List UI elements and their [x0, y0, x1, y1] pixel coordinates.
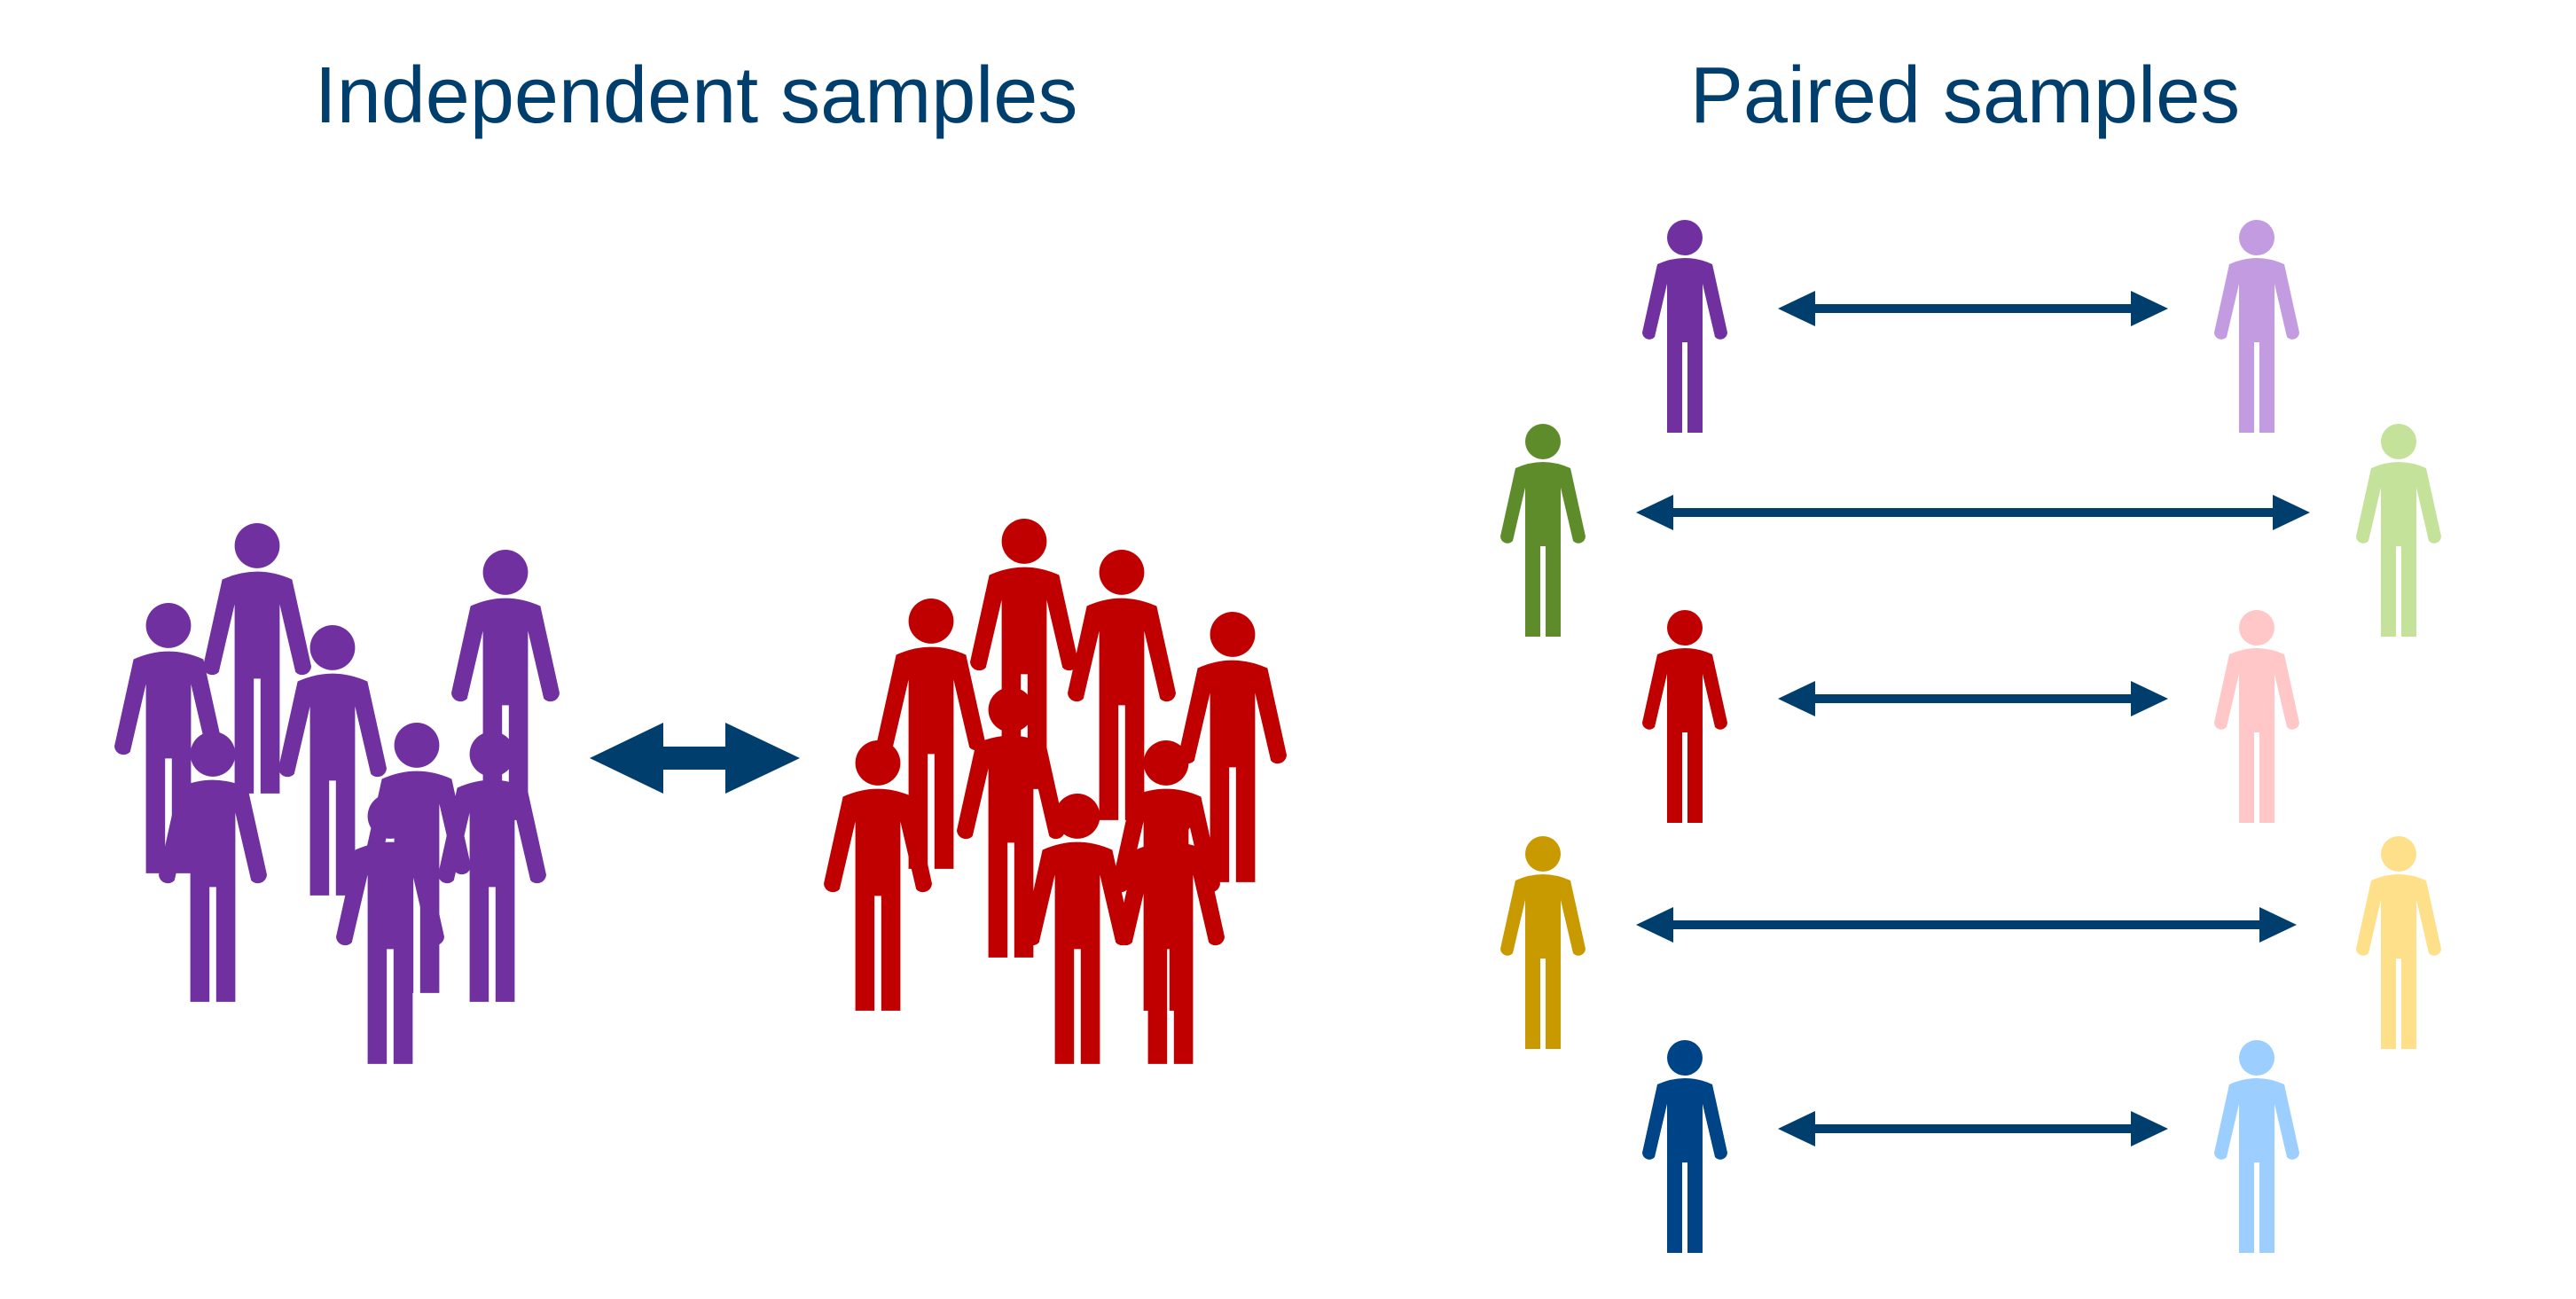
- person-icon: [2214, 1040, 2299, 1253]
- independent-samples-title: Independent samples: [315, 51, 1078, 140]
- person-icon: [2214, 610, 2299, 823]
- paired-samples-title: Paired samples: [1690, 51, 2240, 140]
- person-icon: [1500, 424, 1586, 637]
- person-icon: [2214, 220, 2299, 433]
- double-arrow-icon: [1636, 907, 2297, 943]
- person-icon: [1642, 1040, 1727, 1253]
- person-icon: [1642, 610, 1727, 823]
- double-arrow-icon: [590, 723, 800, 794]
- double-arrow-icon: [1778, 1111, 2168, 1146]
- person-icon: [2356, 424, 2441, 637]
- independent-group-b: [824, 519, 1287, 1064]
- person-icon: [2356, 836, 2441, 1049]
- double-arrow-icon: [1636, 495, 2310, 530]
- person-icon: [451, 550, 560, 820]
- person-icon: [1500, 836, 1586, 1049]
- paired-samples-group: [1500, 220, 2441, 1253]
- independent-group-a: [114, 523, 560, 1064]
- double-arrow-icon: [1778, 291, 2168, 326]
- person-icon: [438, 732, 546, 1002]
- double-arrow-icon: [1778, 681, 2168, 716]
- person-icon: [1023, 794, 1131, 1064]
- person-icon: [1642, 220, 1727, 433]
